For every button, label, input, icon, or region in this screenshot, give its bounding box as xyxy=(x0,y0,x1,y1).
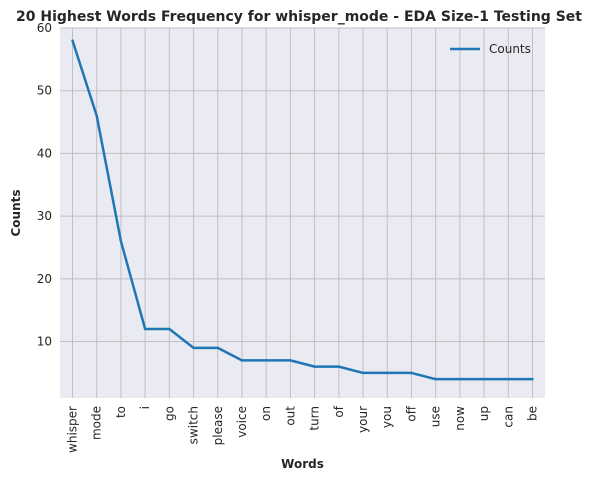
x-tick-label: mode xyxy=(90,406,104,440)
plot-area xyxy=(60,28,545,398)
x-tick-label: switch xyxy=(187,406,201,444)
data-point xyxy=(216,346,219,350)
data-point xyxy=(458,377,462,381)
series-line-counts xyxy=(71,40,533,381)
x-tick-label: can xyxy=(501,406,515,428)
x-tick-label: i xyxy=(138,406,152,409)
y-tick-label: 30 xyxy=(37,209,52,223)
legend: Counts xyxy=(450,42,531,56)
y-tick-label: 60 xyxy=(37,21,52,35)
x-tick-label: of xyxy=(332,405,346,417)
data-point xyxy=(119,240,123,243)
x-tick-label: on xyxy=(259,406,273,421)
x-tick-label: be xyxy=(526,406,540,421)
data-point xyxy=(289,359,292,362)
x-tick-label: up xyxy=(477,406,491,421)
chart-title: 20 Highest Words Frequency for whisper_m… xyxy=(16,9,582,25)
x-tick-label: please xyxy=(211,406,225,445)
x-tick-label: your xyxy=(356,406,370,433)
x-tick-label: use xyxy=(429,406,443,427)
y-tick-label: 50 xyxy=(37,84,52,98)
y-tick-label: 20 xyxy=(37,272,52,286)
x-tick-label: voice xyxy=(235,406,249,438)
data-point xyxy=(531,377,534,381)
x-axis-label: Words xyxy=(281,457,324,471)
data-point xyxy=(264,359,268,362)
y-tick-label: 40 xyxy=(37,146,52,160)
data-point xyxy=(313,365,316,368)
y-tick-label: 10 xyxy=(37,335,52,349)
data-point xyxy=(240,359,244,362)
data-point xyxy=(71,39,74,42)
x-tick-label: go xyxy=(162,406,176,421)
x-tick-label: to xyxy=(114,406,128,418)
legend-label: Counts xyxy=(489,42,531,56)
data-point xyxy=(410,371,413,375)
x-tick-label: now xyxy=(453,406,467,431)
data-point xyxy=(95,114,98,117)
y-axis-label: Counts xyxy=(9,189,23,236)
data-point xyxy=(337,365,341,368)
data-point xyxy=(386,371,389,375)
x-tick-label: off xyxy=(404,405,418,421)
data-point xyxy=(361,371,365,375)
x-tick-label: whisper xyxy=(66,406,80,453)
x-tick-label: turn xyxy=(308,406,322,431)
x-tick-label: out xyxy=(283,406,297,426)
data-point xyxy=(434,377,437,381)
x-tick-label: you xyxy=(380,406,394,428)
data-point xyxy=(482,377,486,381)
data-point xyxy=(143,327,147,331)
data-point xyxy=(507,377,510,381)
data-point xyxy=(168,327,171,331)
data-point xyxy=(192,346,195,350)
